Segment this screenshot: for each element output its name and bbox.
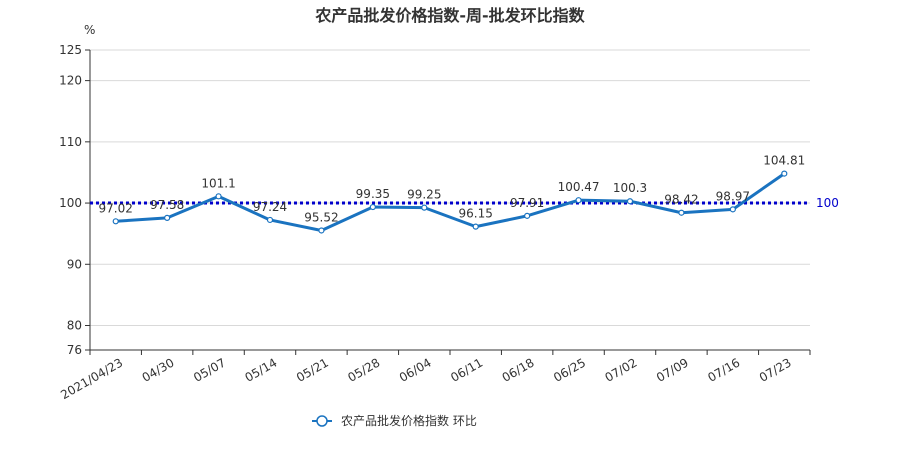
y-tick-label: 76 bbox=[67, 343, 82, 357]
data-label: 99.35 bbox=[356, 187, 390, 201]
data-label: 100.47 bbox=[558, 180, 600, 194]
x-tick-label: 05/14 bbox=[243, 355, 280, 384]
data-label: 104.81 bbox=[763, 154, 805, 168]
data-point bbox=[524, 212, 531, 219]
data-point bbox=[369, 203, 376, 211]
legend-circle-marker bbox=[316, 415, 328, 427]
x-tick-label: 05/21 bbox=[294, 355, 331, 384]
data-label: 100.3 bbox=[613, 181, 647, 195]
data-point bbox=[575, 197, 582, 204]
data-label: 97.91 bbox=[510, 196, 544, 210]
data-point bbox=[678, 209, 685, 216]
x-tick-label: 07/23 bbox=[757, 355, 794, 384]
x-tick-label: 06/18 bbox=[500, 355, 537, 384]
x-tick-label: 07/09 bbox=[654, 355, 691, 384]
series-group: 97.02 97.58 101.1 97.24 95.52 99.35 99.25 96.15… bbox=[99, 154, 805, 234]
grid-lines bbox=[90, 49, 810, 327]
y-tick-label: 90 bbox=[67, 257, 82, 271]
data-point bbox=[164, 214, 171, 221]
y-axis-unit-label: % bbox=[84, 23, 95, 37]
data-point bbox=[626, 198, 634, 205]
x-tick-label: 2021/04/23 bbox=[58, 355, 125, 402]
data-label: 101.1 bbox=[201, 176, 235, 190]
data-label: 98.97 bbox=[716, 189, 750, 203]
legend[interactable]: 农产品批发价格指数 环比 bbox=[312, 413, 477, 428]
chart-title: 农产品批发价格指数-周-批发环比指数 bbox=[314, 6, 585, 25]
data-label: 97.58 bbox=[150, 198, 184, 212]
axes bbox=[89, 50, 810, 351]
x-tick-label: 07/02 bbox=[603, 355, 640, 384]
y-tick-label: 110 bbox=[59, 135, 82, 149]
legend-label: 农产品批发价格指数 环比 bbox=[341, 413, 477, 428]
x-tick-label: 06/04 bbox=[397, 355, 434, 384]
data-label: 95.52 bbox=[304, 210, 338, 224]
data-point bbox=[318, 227, 325, 234]
x-tick-label: 05/07 bbox=[191, 355, 228, 384]
data-point bbox=[781, 170, 788, 177]
series-line bbox=[115, 172, 786, 232]
data-label: 96.15 bbox=[459, 207, 493, 221]
x-tick-label: 05/28 bbox=[345, 355, 382, 384]
y-tick-label: 100 bbox=[59, 196, 82, 210]
data-point bbox=[421, 204, 428, 211]
data-label: 98.42 bbox=[664, 193, 698, 207]
x-tick-label: 04/30 bbox=[140, 355, 177, 384]
x-tick-label: 06/11 bbox=[448, 355, 485, 384]
data-point bbox=[472, 223, 479, 230]
data-label: 99.25 bbox=[407, 188, 441, 202]
x-tick-label: 06/25 bbox=[551, 355, 588, 384]
data-label: 97.02 bbox=[99, 201, 133, 215]
reference-line-group: 100 bbox=[90, 196, 839, 210]
y-tick-label: 125 bbox=[59, 43, 82, 57]
y-tick-label: 80 bbox=[67, 319, 82, 333]
data-point bbox=[215, 193, 222, 200]
data-label: 97.24 bbox=[253, 200, 287, 214]
data-point bbox=[112, 218, 119, 225]
reference-line-label: 100 bbox=[816, 196, 839, 210]
y-axis-ticks: 76 80 90 100 110 120 125 bbox=[59, 43, 90, 357]
data-point bbox=[266, 216, 274, 224]
x-tick-label: 07/16 bbox=[705, 355, 742, 384]
data-point bbox=[729, 206, 736, 213]
x-axis-ticks: 2021/04/23 04/30 05/07 05/14 05/21 05/28 06/04… bbox=[58, 350, 811, 402]
y-tick-label: 120 bbox=[59, 74, 82, 88]
